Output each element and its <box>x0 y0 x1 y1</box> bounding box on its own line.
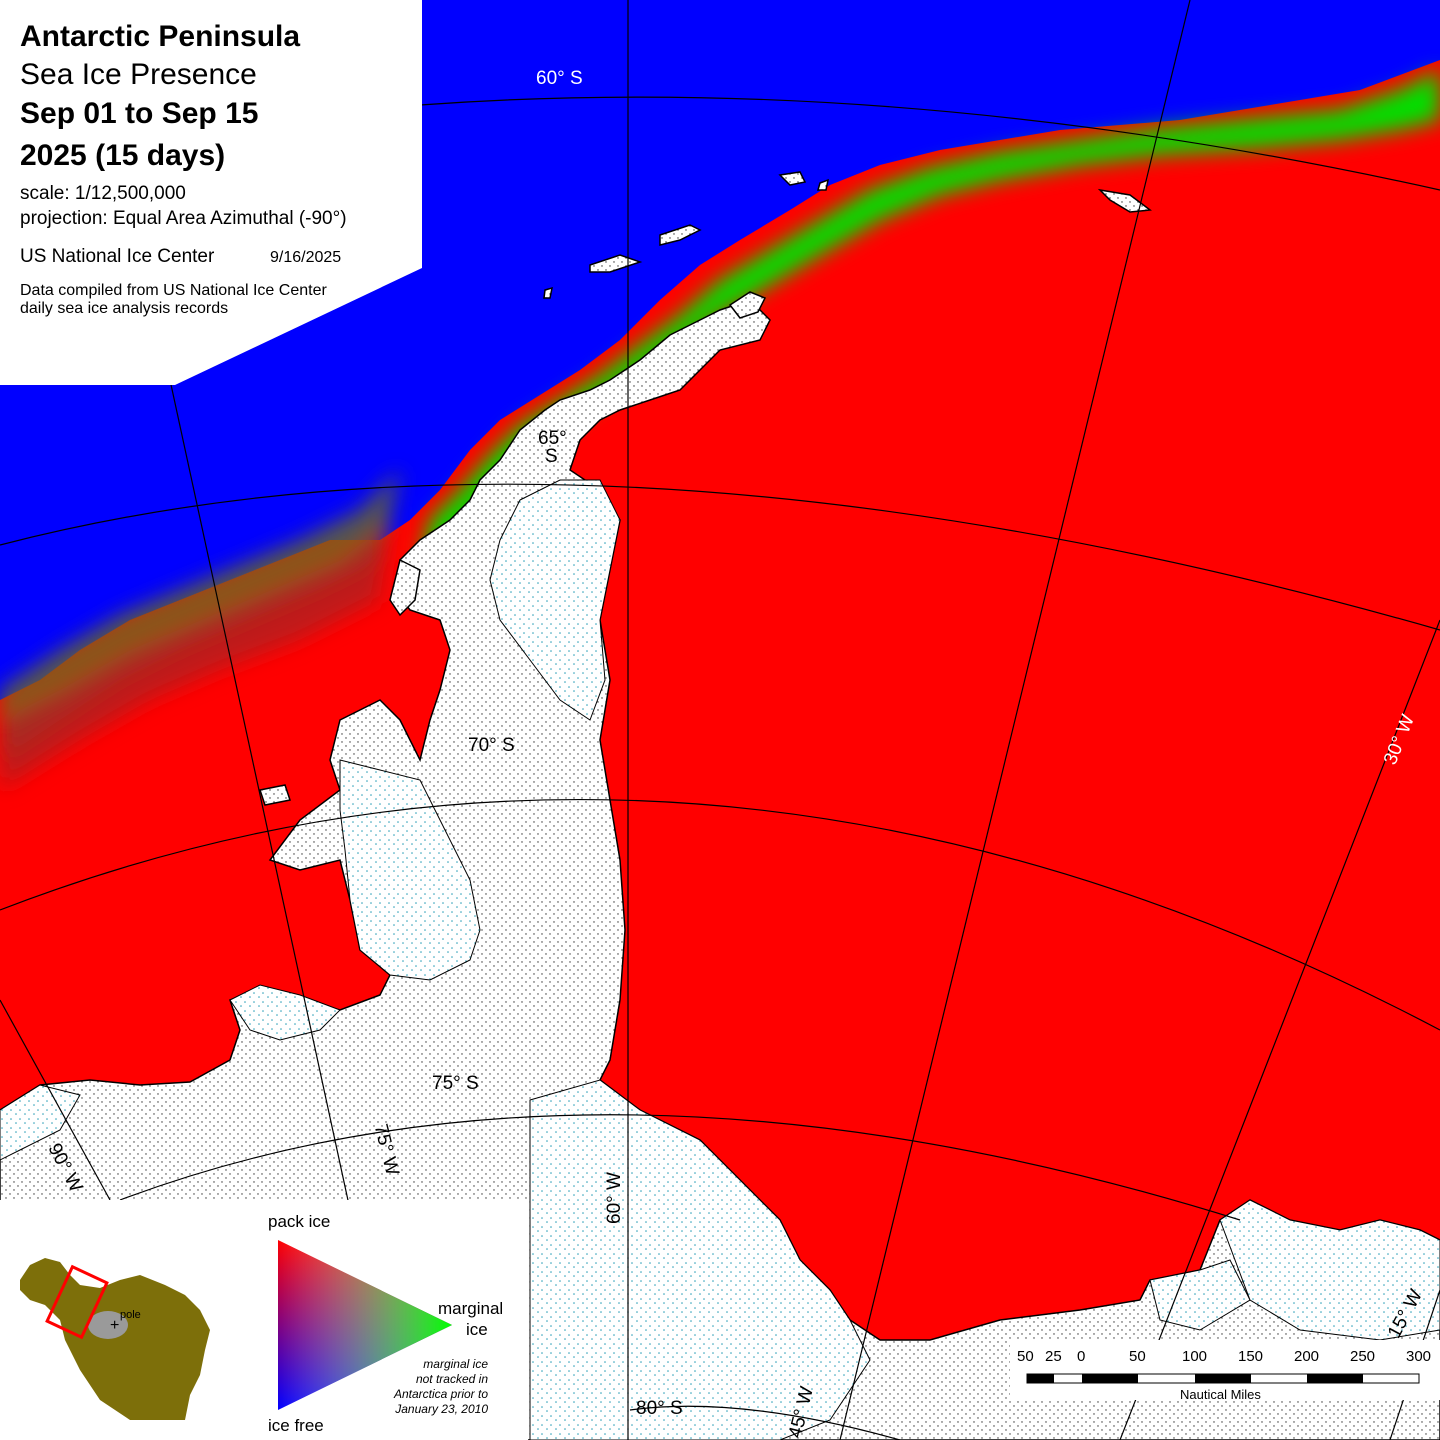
lat-label-70s: 70° S <box>468 735 515 756</box>
lon-label-60w: 60° W <box>604 1172 625 1224</box>
legend-triangle <box>278 1240 452 1410</box>
date-range: Sep 01 to Sep 15 <box>20 97 259 130</box>
scale-tick-label: 0 <box>1077 1348 1086 1365</box>
legend-note-line3: Antarctica prior to <box>393 1387 488 1401</box>
legend-pack-ice-label: pack ice <box>268 1212 331 1231</box>
scale-tick-label: 250 <box>1350 1348 1376 1365</box>
projection-text: projection: Equal Area Azimuthal (-90°) <box>20 208 347 229</box>
lat-label-65s-deg: 65° <box>538 428 567 449</box>
product-name: Sea Ice Presence <box>20 58 257 91</box>
lat-label-65s-s: S <box>545 446 558 467</box>
legend-marginal-ice-label-2: ice <box>466 1320 488 1339</box>
scale-tick-label: 50 <box>1129 1348 1146 1365</box>
scale-bar-graphic <box>1010 1340 1440 1400</box>
legend-ice-free-label: ice free <box>268 1416 324 1435</box>
lat-label-80s: 80° S <box>636 1398 683 1419</box>
scale-tick-label: 300 <box>1406 1348 1432 1365</box>
meridian-90w <box>0 999 111 1201</box>
parallel-80s <box>629 1405 901 1440</box>
scale-tick-label: 150 <box>1238 1348 1264 1365</box>
parallel-65s <box>0 483 1440 631</box>
meridian-45w <box>839 0 1191 1440</box>
svg-text:+: + <box>110 1317 119 1334</box>
issue-date: 9/16/2025 <box>270 249 342 266</box>
locator-map: + <box>20 1258 210 1420</box>
map-region-title: Antarctic Peninsula <box>20 20 301 53</box>
legend-note-line1: marginal ice <box>423 1357 488 1371</box>
parallel-75s <box>119 1114 1241 1221</box>
antarctic-landmass <box>0 171 1440 1440</box>
data-note-line2: daily sea ice analysis records <box>20 300 229 317</box>
lat-label-60s: 60° S <box>536 68 583 89</box>
ice-shelves <box>0 479 1440 1440</box>
parallel-70s <box>0 799 1440 1031</box>
scale-tick-label: 200 <box>1294 1348 1320 1365</box>
scale-text: scale: 1/12,500,000 <box>20 183 186 204</box>
legend-note-line4: January 23, 2010 <box>395 1402 488 1416</box>
legend-marginal-ice-label-1: marginal <box>438 1299 504 1318</box>
scale-tick-label: 25 <box>1045 1348 1062 1365</box>
legend-panel-bg: + <box>0 1200 528 1440</box>
scale-tick-label: 50 <box>1017 1348 1034 1365</box>
lat-label-75s: 75° S <box>432 1073 479 1094</box>
data-note-line1: Data compiled from US National Ice Cente… <box>20 282 327 299</box>
scale-tick-label: 100 <box>1182 1348 1208 1365</box>
scale-unit-label: Nautical Miles <box>1180 1387 1261 1402</box>
parallel-60s <box>419 96 1440 191</box>
legend-note-line2: not tracked in <box>415 1372 488 1386</box>
marginal-ice-band <box>0 70 1440 790</box>
meridian-30w <box>1119 619 1440 1440</box>
year-days: 2025 (15 days) <box>20 139 226 172</box>
locator-pole-label: pole <box>120 1309 141 1321</box>
agency-name: US National Ice Center <box>20 246 215 267</box>
title-panel-bg <box>0 0 422 385</box>
